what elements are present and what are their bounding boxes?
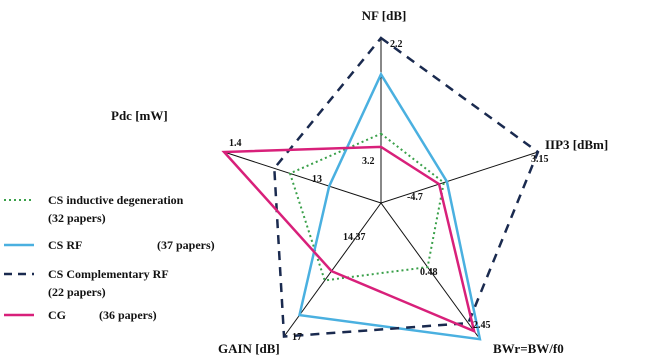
series-polygon-3: [221, 145, 476, 334]
axis-line-4: [223, 151, 382, 204]
tick-pdc-inner: 13: [312, 174, 322, 185]
axis-title-nf: NF [dB]: [362, 8, 407, 23]
axis-title-pdc: Pdc [mW]: [111, 108, 168, 123]
series-polygon-1: [297, 71, 482, 341]
axis-title-iip3: IIP3 [dBm]: [545, 137, 608, 152]
tick-nf-outer: 2.2: [390, 39, 403, 50]
axis-line-1: [380, 151, 539, 204]
legend-count-cs-complementary: (22 papers): [48, 285, 106, 299]
tick-iip3-inner: -4.7: [407, 192, 423, 203]
legend-label-cs-inductive: CS inductive degeneration: [48, 193, 184, 207]
axis-line-2: [380, 202, 479, 337]
legend-label-cs-rf: CS RF: [48, 238, 82, 252]
tick-bwr-inner: 0.48: [420, 267, 438, 278]
legend: CS inductive degeneration (32 papers) CS…: [4, 193, 215, 322]
tick-nf-inner: 3.2: [362, 156, 375, 167]
axis-title-gain: GAIN [dB]: [218, 341, 280, 356]
series-polygon-2: [273, 36, 540, 338]
axis-title-bwr: BWr=BW/f0: [493, 341, 564, 356]
legend-label-cs-complementary: CS Complementary RF: [48, 267, 169, 281]
tick-iip3-outer: 3.15: [531, 154, 549, 165]
series-layer: [221, 36, 540, 341]
legend-count-cg: (36 papers): [99, 308, 157, 322]
legend-count-cs-rf: (37 papers): [157, 238, 215, 252]
tick-gain-outer: 17: [292, 332, 302, 343]
tick-pdc-outer: 1.4: [229, 138, 242, 149]
tick-bwr-outer: 2.45: [473, 320, 491, 331]
axis-line-3: [283, 202, 382, 337]
legend-label-cg: CG: [48, 308, 66, 322]
legend-count-cs-inductive: (32 papers): [48, 211, 106, 225]
tick-gain-inner: 14.37: [343, 232, 366, 243]
series-polygon-0: [288, 132, 445, 282]
